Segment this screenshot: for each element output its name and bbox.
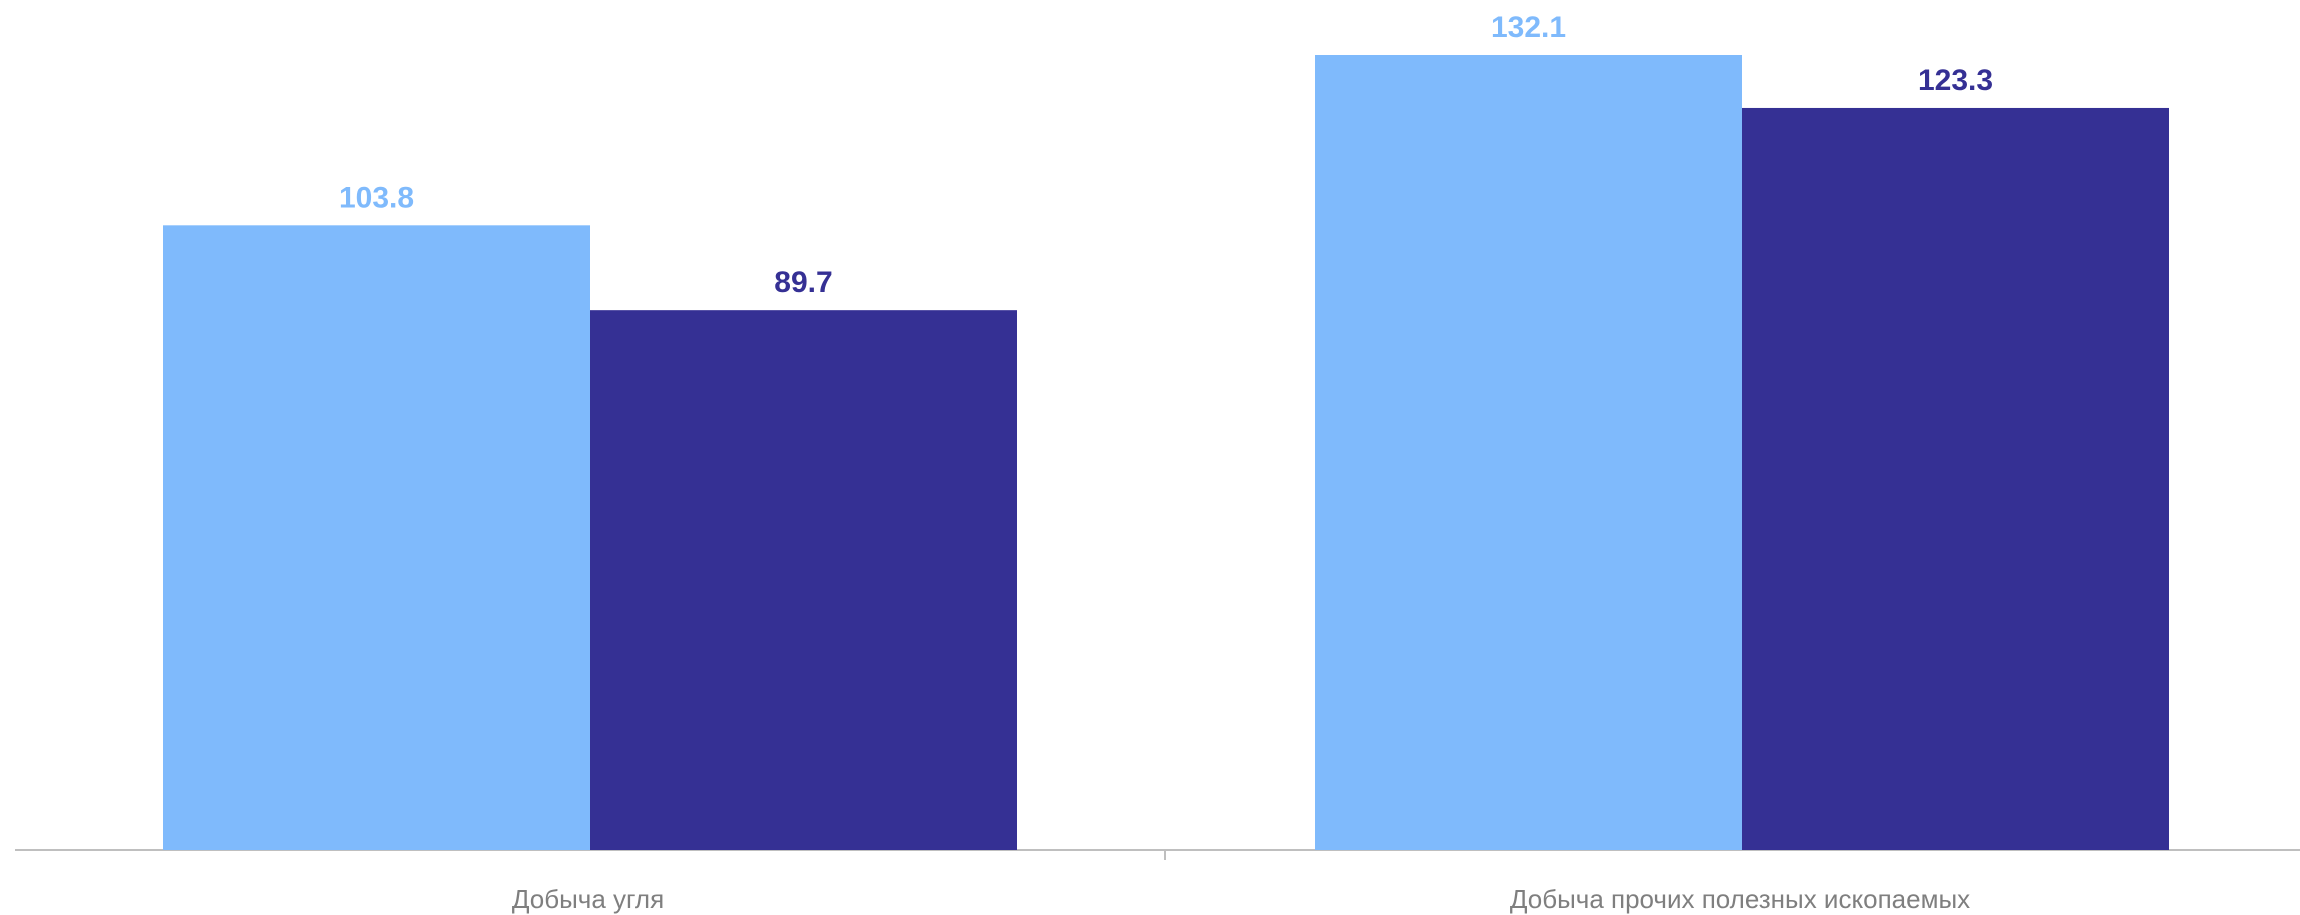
- bar-series-1-category-2: [1315, 55, 1742, 850]
- data-label-series-1-category-2: 132.1: [1491, 11, 1566, 44]
- bar-series-2-category-1: [590, 310, 1017, 851]
- value-labels-layer: 103.8 89.7 132.1 123.3: [339, 11, 1993, 299]
- category-label-2: Добыча прочих полезных ископаемых: [1510, 884, 1970, 914]
- bars-layer: [163, 55, 2169, 851]
- data-label-series-2-category-1: 89.7: [774, 266, 832, 299]
- category-label-1: Добыча угля: [512, 884, 664, 914]
- category-labels-layer: Добыча угля Добыча прочих полезных ископа…: [512, 884, 1970, 914]
- bar-series-1-category-1: [163, 225, 590, 851]
- data-label-series-1-category-1: 103.8: [339, 181, 414, 214]
- bar-series-2-category-2: [1742, 107, 2169, 850]
- data-label-series-2-category-2: 123.3: [1918, 64, 1993, 97]
